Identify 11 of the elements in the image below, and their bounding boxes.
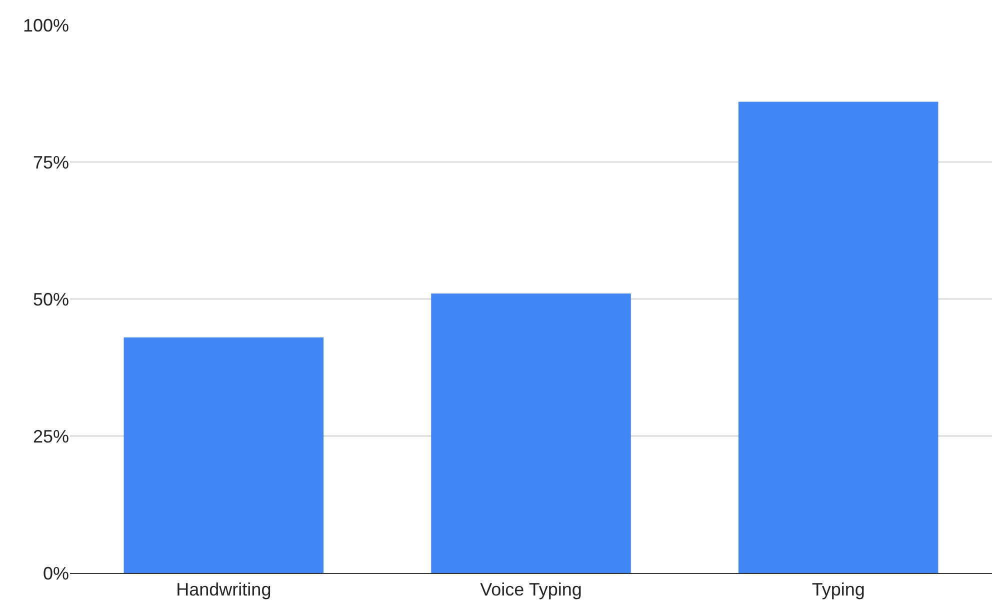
y-tick-label: 50% <box>32 289 69 310</box>
bar <box>738 102 938 573</box>
y-tick-label: 75% <box>32 152 69 172</box>
y-tick-label: 100% <box>22 15 69 36</box>
bar <box>124 337 324 573</box>
x-tick-label: Typing <box>812 580 865 600</box>
x-tick-label: Voice Typing <box>480 580 582 600</box>
y-tick-label: 25% <box>32 426 69 446</box>
x-tick-label: Handwriting <box>176 580 272 600</box>
bar <box>431 294 631 573</box>
y-tick-label: 0% <box>42 563 69 584</box>
